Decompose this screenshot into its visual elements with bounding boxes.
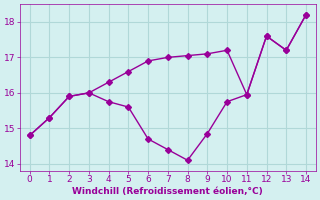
X-axis label: Windchill (Refroidissement éolien,°C): Windchill (Refroidissement éolien,°C) bbox=[72, 187, 263, 196]
